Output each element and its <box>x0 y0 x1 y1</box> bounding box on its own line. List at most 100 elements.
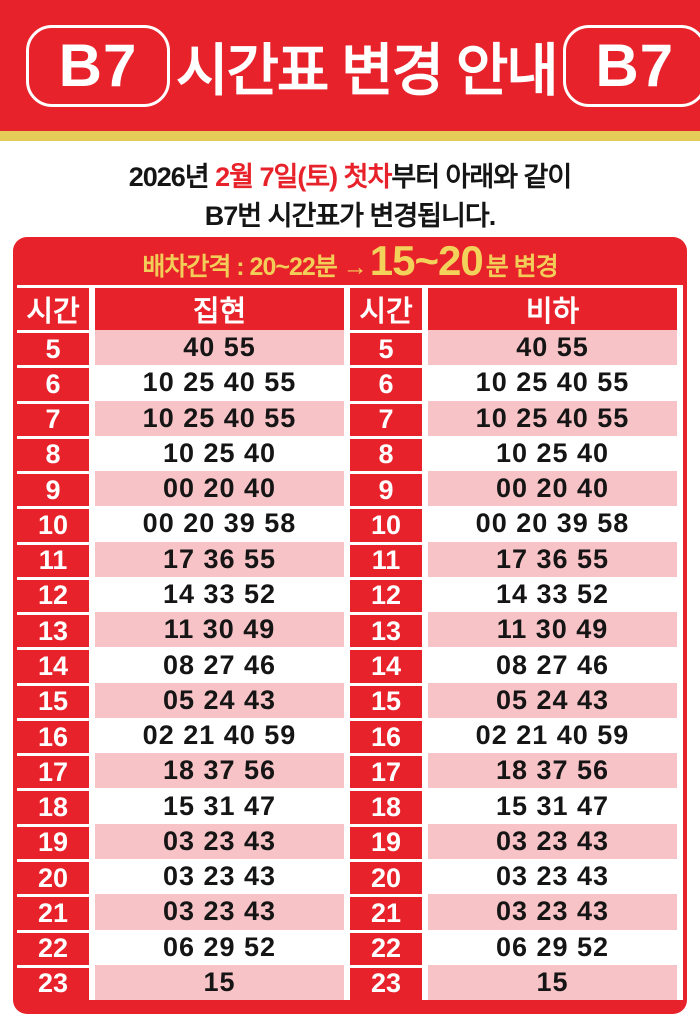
table-row: 19 03 23 43 19 03 23 43 <box>17 823 683 859</box>
hour-cell-right: 9 <box>350 471 422 507</box>
hour-cell-left: 18 <box>17 788 89 824</box>
times-cell-biha: 06 29 52 <box>422 929 683 965</box>
times-cell-jiphyeon: 18 37 56 <box>89 753 350 789</box>
times-cell-biha: 11 30 49 <box>422 612 683 648</box>
timetable: 시간 집현 시간 비하 5 40 55 5 40 55 6 10 25 40 5… <box>17 285 683 1001</box>
hour-cell-right: 8 <box>350 435 422 472</box>
gold-divider <box>0 131 700 141</box>
hour-cell-left: 13 <box>17 612 89 648</box>
times-cell-biha: 40 55 <box>422 330 683 366</box>
notice-line1: 2026년 2월 7일(토) 첫차부터 아래와 같이 <box>0 158 700 197</box>
times-cell-biha: 10 25 40 <box>422 435 683 472</box>
hour-cell-right: 22 <box>350 929 422 965</box>
column-header-biha: 비하 <box>422 285 683 330</box>
hour-cell-right: 19 <box>350 823 422 859</box>
times-cell-jiphyeon: 17 36 55 <box>89 541 350 577</box>
hour-cell-right: 7 <box>350 400 422 436</box>
table-row: 6 10 25 40 55 6 10 25 40 55 <box>17 365 683 401</box>
times-cell-jiphyeon: 08 27 46 <box>89 647 350 683</box>
table-row: 17 18 37 56 17 18 37 56 <box>17 753 683 789</box>
times-cell-biha: 03 23 43 <box>422 823 683 859</box>
table-row: 9 00 20 40 9 00 20 40 <box>17 471 683 507</box>
times-cell-jiphyeon: 14 33 52 <box>89 576 350 613</box>
interval-banner: 배차간격 : 20~22분 → 15~20 분 변경 <box>17 237 683 285</box>
table-row: 10 00 20 39 58 10 00 20 39 58 <box>17 506 683 542</box>
header-banner: B7 시간표 변경 안내 B7 <box>0 0 700 131</box>
hour-cell-left: 5 <box>17 330 89 366</box>
times-cell-jiphyeon: 15 <box>89 964 350 1001</box>
hour-cell-left: 15 <box>17 682 89 718</box>
times-cell-jiphyeon: 06 29 52 <box>89 929 350 965</box>
notice-date-highlight: 2월 7일(토) 첫차 <box>215 162 392 192</box>
page-title: 시간표 변경 안내 <box>176 38 559 103</box>
times-cell-jiphyeon: 03 23 43 <box>89 894 350 930</box>
times-cell-biha: 10 25 40 55 <box>422 400 683 436</box>
table-row: 18 15 31 47 18 15 31 47 <box>17 788 683 824</box>
times-cell-biha: 17 36 55 <box>422 541 683 577</box>
notice-line2: B7번 시간표가 변경됩니다. <box>204 201 496 231</box>
times-cell-biha: 10 25 40 55 <box>422 365 683 401</box>
times-cell-biha: 00 20 40 <box>422 471 683 507</box>
hour-cell-left: 14 <box>17 647 89 683</box>
hour-cell-right: 15 <box>350 682 422 718</box>
times-cell-biha: 05 24 43 <box>422 682 683 718</box>
route-badge-left: B7 <box>26 24 170 107</box>
times-cell-jiphyeon: 02 21 40 59 <box>89 717 350 754</box>
hour-cell-right: 20 <box>350 858 422 895</box>
notice-line1-prefix: 2026년 <box>128 162 216 192</box>
times-cell-biha: 03 23 43 <box>422 894 683 930</box>
interval-big-text: 15~20 <box>369 237 484 284</box>
notice-line1-suffix: 부터 아래와 같이 <box>391 162 572 192</box>
hour-cell-right: 12 <box>350 576 422 613</box>
hour-cell-right: 10 <box>350 506 422 542</box>
times-cell-jiphyeon: 03 23 43 <box>89 858 350 895</box>
times-cell-jiphyeon: 00 20 39 58 <box>89 506 350 542</box>
times-cell-jiphyeon: 05 24 43 <box>89 682 350 718</box>
hour-cell-right: 23 <box>350 964 422 1001</box>
times-cell-jiphyeon: 10 25 40 55 <box>89 400 350 436</box>
hour-cell-right: 17 <box>350 753 422 789</box>
hour-cell-left: 17 <box>17 753 89 789</box>
table-row: 15 05 24 43 15 05 24 43 <box>17 682 683 718</box>
times-cell-biha: 02 21 40 59 <box>422 717 683 754</box>
table-row: 23 15 23 15 <box>17 964 683 1001</box>
hour-cell-left: 10 <box>17 506 89 542</box>
hour-cell-left: 22 <box>17 929 89 965</box>
times-cell-jiphyeon: 15 31 47 <box>89 788 350 824</box>
table-row: 8 10 25 40 8 10 25 40 <box>17 435 683 472</box>
hour-cell-right: 16 <box>350 717 422 754</box>
hour-cell-left: 23 <box>17 964 89 1001</box>
table-row: 5 40 55 5 40 55 <box>17 330 683 366</box>
table-row: 16 02 21 40 59 16 02 21 40 59 <box>17 717 683 754</box>
times-cell-biha: 15 31 47 <box>422 788 683 824</box>
times-cell-jiphyeon: 40 55 <box>89 330 350 366</box>
times-cell-jiphyeon: 10 25 40 55 <box>89 365 350 401</box>
hour-cell-right: 18 <box>350 788 422 824</box>
hour-cell-left: 21 <box>17 894 89 930</box>
times-cell-jiphyeon: 00 20 40 <box>89 471 350 507</box>
times-cell-jiphyeon: 03 23 43 <box>89 823 350 859</box>
hour-cell-right: 14 <box>350 647 422 683</box>
interval-prefix: 배차간격 : 20~22분 → <box>142 253 367 281</box>
times-cell-jiphyeon: 11 30 49 <box>89 612 350 648</box>
notice-text: 2026년 2월 7일(토) 첫차부터 아래와 같이 B7번 시간표가 변경됩니… <box>0 141 700 237</box>
route-badge-right: B7 <box>562 24 700 107</box>
hour-cell-left: 12 <box>17 576 89 613</box>
times-cell-biha: 08 27 46 <box>422 647 683 683</box>
table-row: 14 08 27 46 14 08 27 46 <box>17 647 683 683</box>
hour-cell-right: 13 <box>350 612 422 648</box>
times-cell-jiphyeon: 10 25 40 <box>89 435 350 472</box>
timetable-header-row: 시간 집현 시간 비하 <box>17 285 683 330</box>
timetable-board: 배차간격 : 20~22분 → 15~20 분 변경 시간 집현 시간 비하 5… <box>13 237 687 1014</box>
hour-cell-right: 21 <box>350 894 422 930</box>
table-row: 22 06 29 52 22 06 29 52 <box>17 929 683 965</box>
times-cell-biha: 00 20 39 58 <box>422 506 683 542</box>
times-cell-biha: 18 37 56 <box>422 753 683 789</box>
hour-cell-left: 11 <box>17 541 89 577</box>
table-row: 7 10 25 40 55 7 10 25 40 55 <box>17 400 683 436</box>
hour-cell-left: 8 <box>17 435 89 472</box>
column-header-jiphyeon: 집현 <box>89 285 350 330</box>
hour-cell-left: 19 <box>17 823 89 859</box>
times-cell-biha: 03 23 43 <box>422 858 683 895</box>
times-cell-biha: 15 <box>422 964 683 1001</box>
